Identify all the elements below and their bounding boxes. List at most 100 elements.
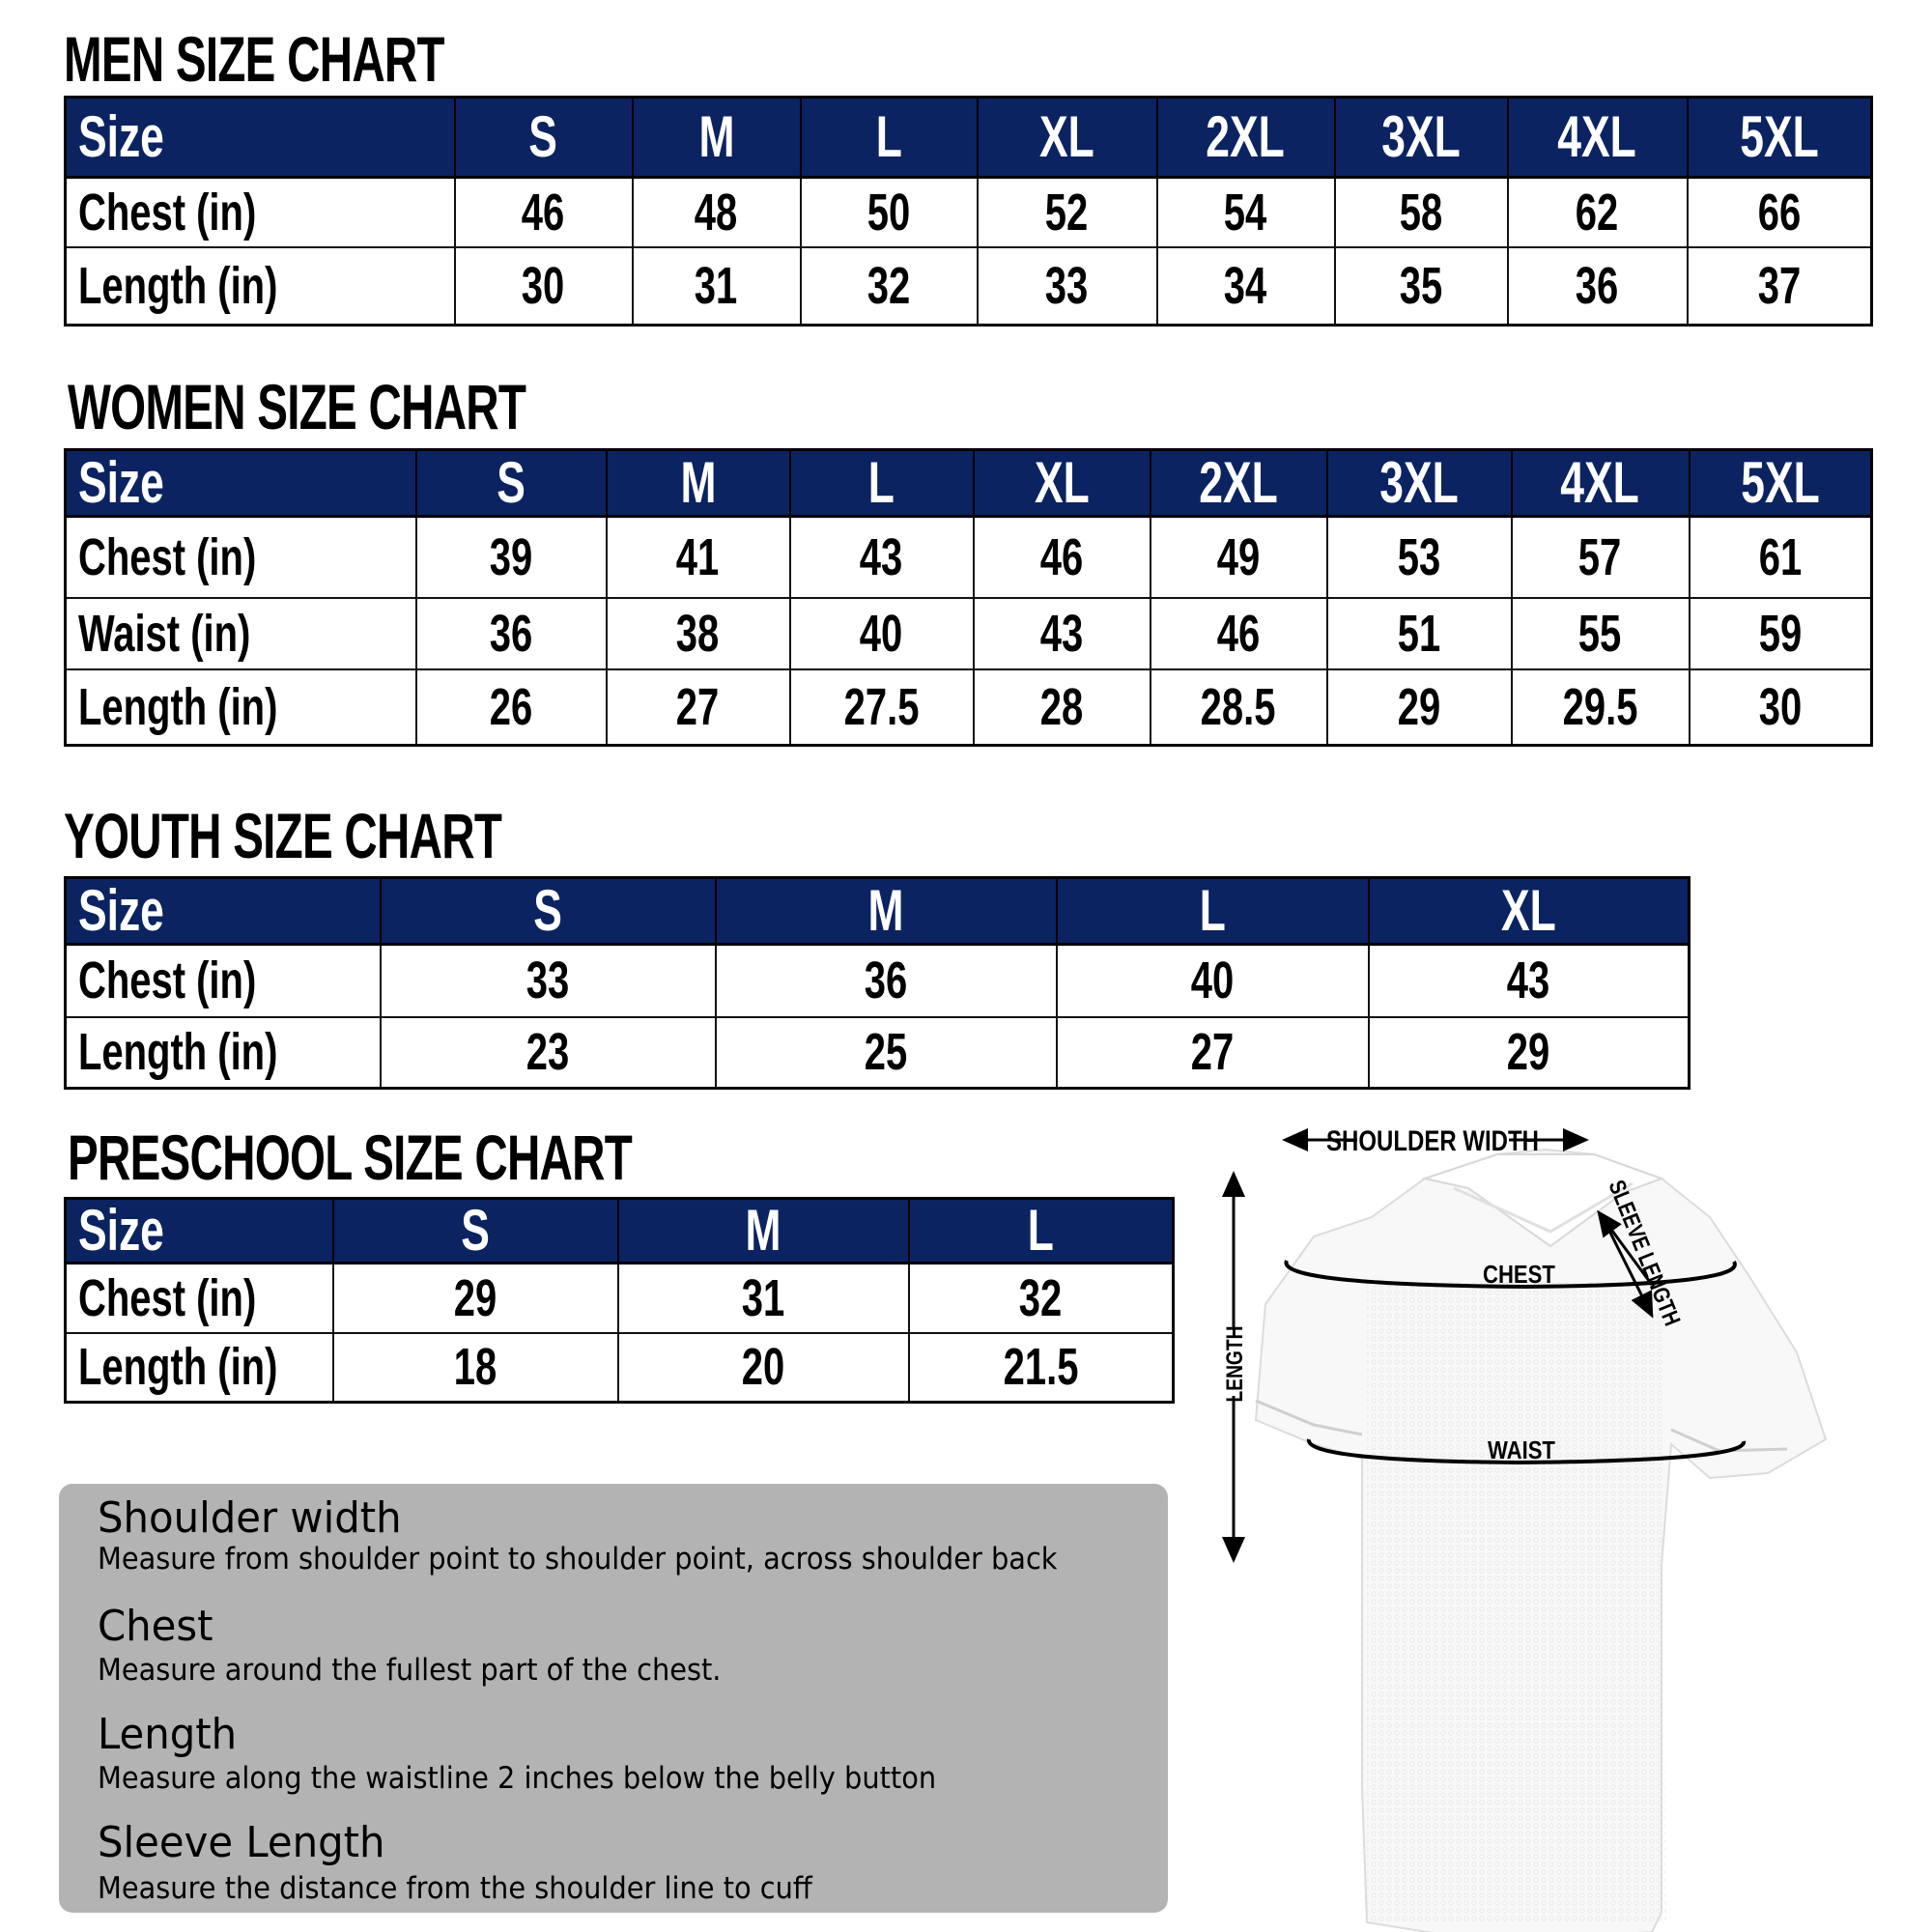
measurement-value-cell: 66 — [1686, 176, 1873, 248]
cell-text: 36 — [489, 604, 533, 663]
cell-text: 39 — [489, 527, 533, 586]
cell-text: Size — [78, 104, 164, 169]
size-column-header: L — [1055, 876, 1370, 946]
cell-text: 57 — [1578, 527, 1622, 586]
guide-heading-chest: Chest — [98, 1602, 213, 1651]
cell-text: 29 — [1397, 677, 1441, 736]
cell-text: 27.5 — [843, 677, 920, 736]
measurement-label-cell: Length (in) — [64, 1015, 382, 1090]
measurement-value-cell: 20 — [616, 1331, 910, 1404]
table-row: Chest (in) 29 31 32 — [64, 1262, 1175, 1334]
cell-text: 4XL — [1557, 104, 1637, 169]
preschool-size-table: Size S M L Chest (in) 29 31 32 Length (in) 18 20 21… — [64, 1197, 1175, 1404]
size-column-header: M — [605, 448, 791, 518]
cell-text: 55 — [1578, 604, 1622, 663]
guide-text-sleeve: Measure the distance from the shoulder l… — [98, 1871, 812, 1906]
cell-text: 18 — [453, 1338, 497, 1397]
preschool-size-chart-title: PRESCHOOL SIZE CHART — [68, 1122, 633, 1193]
cell-text: 20 — [741, 1338, 785, 1397]
measurement-value-cell: 46 — [453, 176, 634, 248]
measurement-value-cell: 32 — [907, 1262, 1175, 1334]
cell-text: 25 — [864, 1023, 908, 1082]
size-column-header: S — [414, 448, 608, 518]
men-size-table: Size S M L XL 2XL 3XL 4XL 5XL Chest (in) 46 48 50 52 5… — [64, 96, 1873, 327]
measurement-value-cell: 49 — [1149, 515, 1328, 599]
size-column-header: M — [616, 1197, 910, 1264]
cell-text: S — [497, 450, 526, 515]
length-label: LENGTH — [1221, 1326, 1248, 1403]
size-column-header: XL — [1367, 876, 1690, 946]
cell-text: XL — [1039, 104, 1094, 169]
table-row: Length (in) 23 25 27 29 — [64, 1015, 1690, 1090]
size-column-header: S — [379, 876, 717, 946]
cell-text: 50 — [867, 183, 911, 242]
cell-text: L — [1199, 878, 1226, 943]
size-header-cell: Size — [64, 448, 417, 518]
cell-text: 40 — [860, 604, 903, 663]
cell-text: 31 — [741, 1268, 785, 1327]
cell-text: 29.5 — [1562, 677, 1638, 736]
guide-text-shoulder: Measure from shoulder point to shoulder … — [98, 1542, 1058, 1577]
cell-text: 62 — [1576, 183, 1619, 242]
measurement-value-cell: 29 — [331, 1262, 619, 1334]
cell-text: 35 — [1399, 256, 1443, 315]
jersey-image — [1254, 1148, 1828, 1932]
cell-text: 33 — [1045, 256, 1089, 315]
measurement-label-cell: Chest (in) — [64, 515, 417, 599]
size-column-header: 3XL — [1325, 448, 1513, 518]
measurement-label-cell: Length (in) — [64, 1331, 334, 1404]
measurement-value-cell: 46 — [1149, 596, 1328, 670]
cell-text: 54 — [1224, 183, 1267, 242]
cell-text: 53 — [1397, 527, 1441, 586]
cell-text: 48 — [695, 183, 738, 242]
cell-text: 2XL — [1199, 450, 1278, 515]
cell-text: L — [867, 450, 895, 515]
shoulder-width-label: SHOULDER WIDTH — [1326, 1123, 1539, 1156]
measurement-value-cell: 27 — [605, 668, 791, 747]
cell-text: S — [461, 1198, 490, 1263]
measurement-value-cell: 30 — [1688, 668, 1873, 747]
cell-text: 31 — [695, 256, 738, 315]
guide-heading-shoulder: Shoulder width — [98, 1493, 402, 1543]
size-column-header: 5XL — [1688, 448, 1873, 518]
cell-text: Length (in) — [78, 1023, 278, 1082]
header-row: Size S M L XL 2XL 3XL 4XL 5XL — [64, 448, 1873, 518]
table-row: Length (in) 30 31 32 33 34 35 36 37 — [64, 245, 1873, 327]
cell-text: 27 — [1190, 1023, 1235, 1082]
cell-text: 37 — [1757, 256, 1801, 315]
men-size-chart-title: MEN SIZE CHART — [64, 23, 445, 95]
table-row: Chest (in) 39 41 43 46 49 53 57 61 — [64, 515, 1873, 599]
women-size-table: Size S M L XL 2XL 3XL 4XL 5XL Chest (in) 39 41 43 46 4… — [64, 448, 1873, 747]
measurement-value-cell: 43 — [1367, 943, 1690, 1018]
measurement-value-cell: 26 — [414, 668, 608, 747]
measurement-value-cell: 43 — [972, 596, 1151, 670]
youth-size-chart-title: YOUTH SIZE CHART — [64, 800, 502, 871]
cell-text: M — [697, 104, 734, 169]
cell-text: 27 — [676, 677, 720, 736]
cell-text: 46 — [1216, 604, 1261, 663]
measurement-value-cell: 48 — [631, 176, 802, 248]
cell-text: 32 — [867, 256, 911, 315]
cell-text: XL — [1500, 878, 1556, 943]
guide-text-chest: Measure around the fullest part of the c… — [98, 1653, 722, 1688]
cell-text: 46 — [522, 183, 565, 242]
jersey-measurement-diagram: CHEST WAIST SHOULDER WIDTH LENGTH SLEEVE… — [1221, 1123, 1828, 1932]
measurement-value-cell: 52 — [976, 176, 1158, 248]
youth-size-table: Size S M L XL Chest (in) 33 36 40 43 Length (in) 23… — [64, 876, 1690, 1090]
cell-text: L — [875, 104, 902, 169]
measurement-value-cell: 32 — [799, 245, 979, 327]
cell-text: 52 — [1045, 183, 1089, 242]
waist-measure-line — [1307, 1438, 1746, 1465]
measurement-value-cell: 18 — [331, 1331, 619, 1404]
measurement-label-cell: Waist (in) — [64, 596, 417, 670]
size-header-cell: Size — [64, 876, 382, 946]
cell-text: 30 — [1758, 677, 1802, 736]
measurement-value-cell: 61 — [1688, 515, 1873, 599]
table-row: Waist (in) 36 38 40 43 46 51 55 59 — [64, 596, 1873, 670]
table-row: Length (in) 18 20 21.5 — [64, 1331, 1175, 1404]
chest-measure-line — [1284, 1260, 1737, 1290]
size-column-header: 4XL — [1510, 448, 1690, 518]
size-header-cell: Size — [64, 1197, 334, 1264]
measurement-value-cell: 29.5 — [1510, 668, 1690, 747]
measurement-value-cell: 55 — [1510, 596, 1690, 670]
